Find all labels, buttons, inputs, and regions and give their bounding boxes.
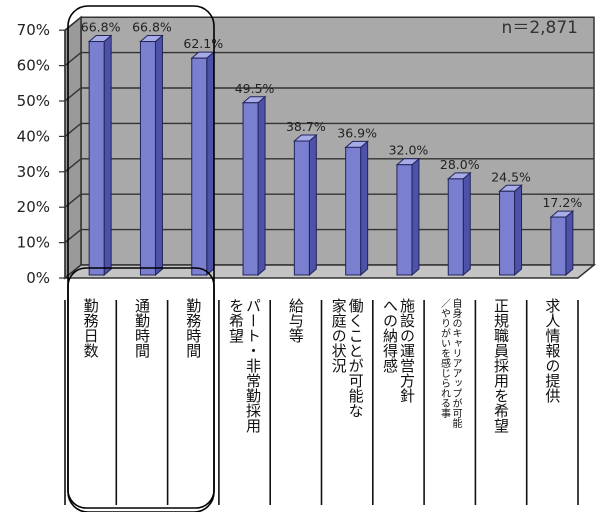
category-label: ／やりがいを感じられる事 [439, 298, 451, 418]
data-label: 28.0% [440, 157, 480, 172]
gridline [64, 122, 594, 137]
y-tick-label: 60% [17, 57, 50, 75]
category-label: 勤務日数 [82, 298, 100, 358]
bar [191, 57, 208, 276]
bar [345, 146, 362, 276]
bar-side [411, 157, 420, 277]
bar [88, 41, 105, 276]
y-tick-label: 50% [17, 92, 50, 110]
bar [293, 140, 310, 276]
category-label: 通勤時間 [133, 298, 151, 359]
bar [499, 190, 516, 276]
gridline [64, 228, 594, 244]
gridline [64, 87, 594, 102]
data-label: 32.0% [389, 143, 429, 158]
gridline [64, 193, 594, 208]
y-tick-label: 70% [17, 21, 50, 39]
bar-side [514, 184, 523, 277]
y-tick-label: 0% [26, 269, 50, 287]
data-label: 38.7% [286, 119, 326, 134]
bar-side [360, 140, 369, 277]
data-label: 17.2% [542, 195, 582, 210]
bar [550, 216, 567, 276]
category-label: 求人情報の提供 [543, 298, 561, 403]
category-label: 給与等 [287, 298, 305, 343]
bar-side [154, 34, 163, 277]
y-tick-label: 30% [17, 163, 50, 181]
category-label: 施設の運営方針 [398, 298, 416, 403]
data-label: 49.5% [235, 81, 275, 96]
y-tick-label: 20% [17, 198, 50, 216]
category-label: 勤務時間 [184, 298, 202, 359]
category-label: 正規職員採用を希望 [492, 298, 510, 433]
category-label: 働くことが可能な [347, 298, 365, 418]
data-label: 36.9% [337, 125, 377, 140]
category-label: パート・非常勤採用 [244, 298, 262, 434]
bar-side [565, 210, 574, 277]
bar [139, 41, 156, 276]
bar-side [308, 133, 317, 277]
sample-size-label: n＝2,871 [502, 18, 578, 38]
category-label: 自身のキャリアアップが可能 [450, 297, 462, 429]
bar-side [462, 171, 471, 277]
bar [242, 102, 259, 276]
gridline [64, 16, 594, 31]
bar-side [257, 95, 266, 277]
data-label: 24.5% [491, 169, 531, 184]
y-tick-label: 10% [17, 234, 50, 252]
bar [447, 178, 464, 276]
bar-side [206, 51, 215, 277]
bar-side [103, 34, 112, 277]
data-label: 62.1% [183, 36, 223, 51]
category-label: 家庭の状況 [330, 298, 348, 374]
category-label: への納得感 [381, 298, 399, 373]
gridline [64, 158, 594, 173]
y-tick-label: 40% [17, 127, 50, 145]
category-label: を希望 [227, 298, 245, 343]
highlight-frame [67, 5, 215, 512]
data-label: 66.8% [81, 20, 121, 35]
data-label: 66.8% [132, 20, 172, 35]
bar [396, 164, 413, 276]
gridline [64, 51, 594, 67]
